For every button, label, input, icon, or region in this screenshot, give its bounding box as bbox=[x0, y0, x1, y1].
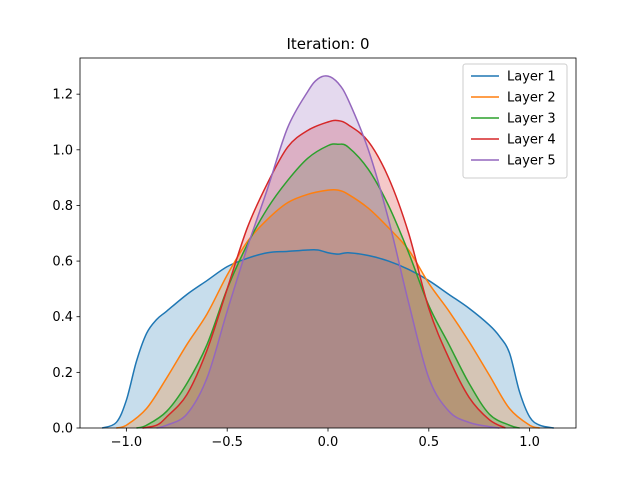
x-tick-label: 0.5 bbox=[418, 435, 439, 450]
y-tick-label: 0.2 bbox=[52, 366, 73, 381]
density-line-layer-3 bbox=[136, 143, 520, 429]
y-tick-label: 0.6 bbox=[52, 255, 73, 270]
x-tick-label: −0.5 bbox=[211, 435, 243, 450]
y-tick-label: 0.4 bbox=[52, 310, 73, 325]
y-tick-label: 0.8 bbox=[52, 199, 73, 214]
x-tick-label: 1.0 bbox=[519, 435, 540, 450]
density-fills bbox=[102, 75, 554, 429]
legend-label: Layer 1 bbox=[507, 70, 556, 85]
density-line-layer-5 bbox=[156, 75, 500, 429]
density-line-layer-2 bbox=[116, 188, 540, 429]
legend: Layer 1 Layer 2 Layer 3 Layer 4 Layer 5 bbox=[462, 63, 568, 179]
density-line-layer-1 bbox=[101, 248, 554, 429]
x-tick-label: −1.0 bbox=[111, 435, 143, 450]
y-tick-label: 1.2 bbox=[52, 88, 73, 103]
y-axis-ticks: 0.0 0.2 0.4 0.6 0.8 1.0 1.2 bbox=[52, 88, 80, 437]
legend-label: Layer 3 bbox=[507, 112, 556, 127]
density-fill-layer-5 bbox=[156, 75, 500, 429]
density-fill-layer-3 bbox=[136, 143, 520, 429]
density-fill-layer-4 bbox=[142, 120, 506, 429]
density-fill-layer-1 bbox=[102, 249, 554, 428]
density-lines bbox=[101, 75, 554, 429]
x-tick-label: 0.0 bbox=[318, 435, 339, 450]
y-tick-label: 0.0 bbox=[52, 422, 73, 437]
legend-label: Layer 5 bbox=[507, 154, 556, 169]
density-fill-layer-2 bbox=[116, 189, 540, 428]
chart-title: Iteration: 0 bbox=[287, 35, 370, 53]
y-tick-label: 1.0 bbox=[52, 143, 73, 158]
legend-box bbox=[462, 63, 568, 179]
legend-label: Layer 4 bbox=[507, 133, 556, 148]
legend-label: Layer 2 bbox=[507, 91, 556, 106]
x-axis-ticks: −1.0 −0.5 0.0 0.5 1.0 bbox=[111, 428, 540, 450]
density-line-layer-4 bbox=[142, 119, 506, 429]
